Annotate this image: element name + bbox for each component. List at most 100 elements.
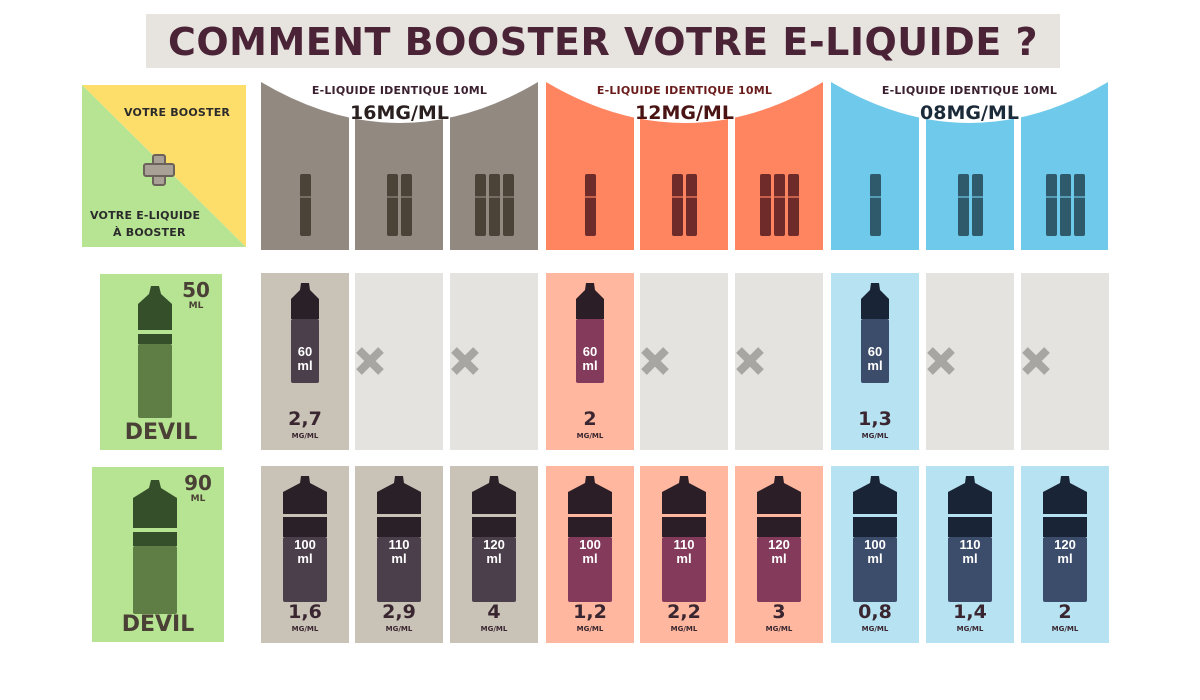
nicotine-strength: 0,8 xyxy=(858,601,892,623)
header-subtitle: E-LIQUIDE IDENTIQUE 10ML xyxy=(596,84,773,97)
result-tile: 110 ml 2,9 MG/ML xyxy=(355,466,443,643)
mix-volume-unit: ml xyxy=(1057,551,1073,566)
result-tile xyxy=(355,273,443,450)
devil-volume: 50 xyxy=(182,278,210,302)
mix-volume-unit: ml xyxy=(582,551,598,566)
booster-vial-icon xyxy=(685,174,697,236)
result-tile xyxy=(1021,273,1109,450)
devil-name: DEVIL xyxy=(124,420,198,445)
result-tile xyxy=(450,273,538,450)
mix-volume: 60 xyxy=(297,344,313,359)
devil-volume-unit: ML xyxy=(188,301,204,311)
nicotine-unit: MG/ML xyxy=(291,432,319,440)
nicotine-unit: MG/ML xyxy=(1051,625,1079,633)
mix-volume-unit: ml xyxy=(676,551,692,566)
booster-vial-icon xyxy=(971,174,983,236)
nicotine-unit: MG/ML xyxy=(576,625,604,633)
devil-name: DEVIL xyxy=(121,612,195,637)
eliquid-bottle-icon xyxy=(133,480,177,614)
mixed-bottle-icon xyxy=(853,476,897,602)
mix-volume: 100 xyxy=(579,537,601,552)
cross-icon xyxy=(927,346,955,375)
mix-volume-unit: ml xyxy=(867,551,883,566)
result-tile: 110 ml 2,2 MG/ML xyxy=(640,466,728,643)
legend-box: VOTRE BOOSTER VOTRE E-LIQUIDE À BOOSTER xyxy=(82,85,246,247)
mixed-bottle-icon xyxy=(377,476,421,602)
result-tile xyxy=(735,273,823,450)
eliquid-bottle-icon xyxy=(138,286,172,418)
mix-volume: 60 xyxy=(582,344,598,359)
mix-volume: 120 xyxy=(483,537,505,552)
mix-volume: 120 xyxy=(768,537,790,552)
nicotine-unit: MG/ML xyxy=(576,432,604,440)
header-strength: 12MG/ML xyxy=(635,102,734,124)
booster-vial-icon xyxy=(386,174,398,236)
cross-icon xyxy=(451,346,479,375)
nicotine-unit: MG/ML xyxy=(956,625,984,633)
result-tile: 100 ml 1,2 MG/ML xyxy=(546,466,634,643)
booster-vial-icon xyxy=(787,174,799,236)
mixed-bottle-icon xyxy=(283,476,327,602)
booster-vial-icon xyxy=(502,174,514,236)
nicotine-strength: 1,2 xyxy=(573,601,607,623)
header-cell xyxy=(261,78,349,250)
header-subtitle: E-LIQUIDE IDENTIQUE 10ML xyxy=(881,84,1058,97)
booster-vial-icon xyxy=(1045,174,1057,236)
booster-vial-icon xyxy=(869,174,881,236)
devil-volume-unit: ML xyxy=(190,494,206,504)
booster-vial-icon xyxy=(671,174,683,236)
nicotine-unit: MG/ML xyxy=(861,432,889,440)
booster-vial-icon xyxy=(584,174,596,236)
booster-vial-icon xyxy=(474,174,486,236)
nicotine-strength: 1,6 xyxy=(288,601,322,623)
page-title: COMMENT BOOSTER VOTRE E-LIQUIDE ? xyxy=(167,20,1039,64)
title-banner xyxy=(146,14,1060,68)
nicotine-unit: MG/ML xyxy=(480,625,508,633)
mixed-bottle-icon xyxy=(757,476,801,602)
mix-volume: 110 xyxy=(673,537,695,552)
booster-vial-icon xyxy=(488,174,500,236)
nicotine-unit: MG/ML xyxy=(861,625,889,633)
plus-icon xyxy=(143,154,175,186)
booster-vial-icon xyxy=(957,174,969,236)
cross-icon xyxy=(641,346,669,375)
mix-volume: 100 xyxy=(864,537,886,552)
booster-vial-icon xyxy=(1073,174,1085,236)
header-strength: 16MG/ML xyxy=(350,102,449,124)
header-group-1: E-LIQUIDE IDENTIQUE 10ML 16MG/ML xyxy=(261,78,538,250)
result-tile: 60 ml 2 MG/ML xyxy=(546,273,634,450)
mix-volume-unit: ml xyxy=(297,551,313,566)
result-tile: 60 ml 2,7 MG/ML xyxy=(261,273,349,450)
mix-volume: 110 xyxy=(959,537,981,552)
nicotine-strength: 1,4 xyxy=(953,601,987,623)
booster-vial-icon xyxy=(1059,174,1071,236)
cross-icon xyxy=(736,346,764,375)
legend-booster-label: VOTRE BOOSTER xyxy=(124,106,231,119)
devil-volume: 90 xyxy=(184,471,212,495)
nicotine-strength: 4 xyxy=(487,601,501,623)
nicotine-strength: 3 xyxy=(772,601,786,623)
nicotine-strength: 2,7 xyxy=(288,408,322,430)
legend-eliquid-label-line1: VOTRE E-LIQUIDE xyxy=(90,209,201,222)
devil-50ml-box: 50 ML DEVIL xyxy=(100,274,222,450)
mix-volume: 120 xyxy=(1054,537,1076,552)
nicotine-strength: 2 xyxy=(1058,601,1072,623)
result-tile: 120 ml 3 MG/ML xyxy=(735,466,823,643)
result-tile: 100 ml 1,6 MG/ML xyxy=(261,466,349,643)
cross-icon xyxy=(356,346,384,375)
nicotine-unit: MG/ML xyxy=(291,625,319,633)
header-group-3: E-LIQUIDE IDENTIQUE 10ML 08MG/ML xyxy=(831,78,1108,250)
mix-volume-unit: ml xyxy=(867,358,883,373)
result-tile: 110 ml 1,4 MG/ML xyxy=(926,466,1014,643)
mixed-bottle-icon xyxy=(576,283,604,383)
mix-volume-unit: ml xyxy=(771,551,787,566)
legend-eliquid-label-line2: À BOOSTER xyxy=(113,226,186,239)
mixed-bottle-icon xyxy=(291,283,319,383)
devil-90ml-box: 90 ML DEVIL xyxy=(92,467,224,642)
nicotine-unit: MG/ML xyxy=(765,625,793,633)
legend-background xyxy=(82,85,246,247)
mix-volume-unit: ml xyxy=(391,551,407,566)
mixed-bottle-icon xyxy=(568,476,612,602)
result-tile xyxy=(926,273,1014,450)
booster-vial-icon xyxy=(299,174,311,236)
